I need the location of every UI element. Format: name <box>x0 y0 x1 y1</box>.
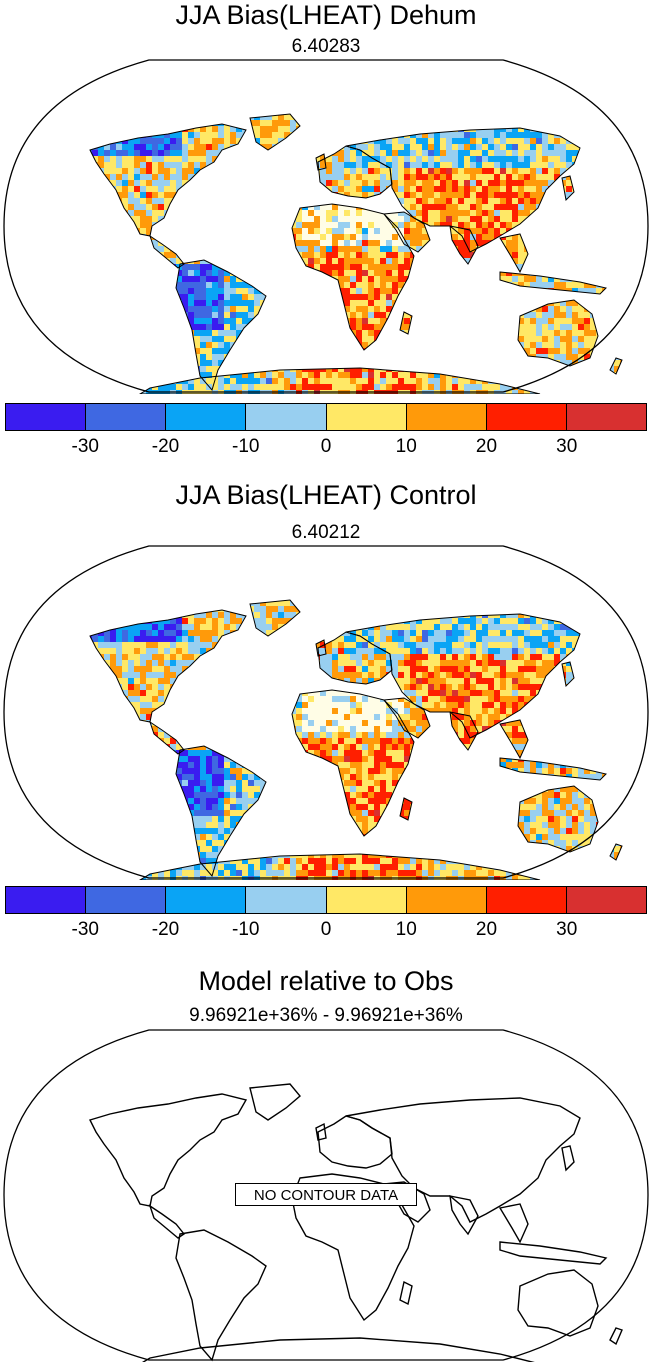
map-frame <box>3 1029 649 1361</box>
colorbar-tick-label: -10 <box>232 919 260 940</box>
coastline-uk <box>315 153 327 171</box>
colorbar-box-1 <box>86 404 167 430</box>
coastline-antarctica <box>139 367 541 394</box>
map-frame <box>3 59 649 393</box>
colorbar-box-4 <box>326 404 407 430</box>
coastline-india <box>449 711 479 751</box>
coastlines <box>89 113 623 394</box>
coastline-northAmerica <box>89 1093 248 1207</box>
coastline-antarctica <box>141 1337 535 1362</box>
coastline-uk <box>315 639 327 657</box>
coastlines <box>89 599 623 880</box>
coastline-greenland <box>249 599 301 637</box>
colorbar-tick-label: -20 <box>151 436 180 457</box>
colorbar-tick-label: 0 <box>320 436 332 457</box>
colorbar-box-2 <box>166 404 247 430</box>
colorbar-tick-label: -30 <box>71 436 99 457</box>
colorbar-tick-label: 20 <box>475 919 498 940</box>
coastline-seAsia <box>499 719 529 760</box>
coastline-centralAmerica <box>149 720 185 755</box>
colorbar-box-1 <box>86 887 167 913</box>
coastline-northAmerica <box>89 123 247 237</box>
coastline-newZealand <box>609 1327 623 1346</box>
coastline-indonesia <box>499 757 607 781</box>
coastline-southAmerica <box>175 259 267 392</box>
coastline-greenland <box>249 113 301 151</box>
panel1-map <box>3 59 649 394</box>
colorbar-tick-label: 10 <box>395 436 417 457</box>
panel2-colorbar <box>5 886 647 914</box>
coastline-asia <box>345 127 581 253</box>
colorbar-box-5 <box>406 887 487 913</box>
colorbar-tick-label: 30 <box>556 436 578 457</box>
coastline-newZealand <box>609 843 623 861</box>
coastline-asia <box>345 1097 581 1223</box>
colorbar-tick-label: -10 <box>232 436 260 457</box>
colorbar-tick-label: 30 <box>556 919 578 940</box>
coastline-madagascar <box>399 797 413 821</box>
coastline-southAmerica <box>175 1229 267 1362</box>
coastline-europe <box>317 1115 393 1169</box>
colorbar-box-3 <box>246 404 327 430</box>
coastline-japan <box>561 175 575 202</box>
coastline-australia <box>517 1269 599 1337</box>
coastline-newZealand <box>609 357 623 375</box>
coastline-greenland <box>249 1083 301 1121</box>
coastline-japan <box>561 1145 575 1172</box>
colorbar-box-6 <box>486 887 567 913</box>
coastline-seAsia <box>499 233 529 274</box>
colorbar-tick-label: 20 <box>475 436 498 457</box>
coastline-asia <box>345 613 581 739</box>
coastline-southAmerica <box>175 745 267 878</box>
coastline-madagascar <box>399 311 413 335</box>
coastline-centralAmerica <box>148 1204 186 1239</box>
coastlines <box>89 1083 623 1362</box>
bias-field <box>90 600 622 880</box>
panel3-title: Model relative to Obs <box>198 966 454 996</box>
coastline-australia <box>517 785 599 853</box>
coastline-northAmerica <box>89 609 247 723</box>
panel3-subtitle: 9.96921e+36% - 9.96921e+36% <box>189 1005 463 1026</box>
colorbar-tick-label: -20 <box>151 919 180 940</box>
colorbar-tick-label: 10 <box>395 919 417 940</box>
panel2-map <box>3 545 649 880</box>
coastline-india <box>449 1195 479 1236</box>
colorbar-tick-label: 0 <box>320 919 332 940</box>
colorbar-box-6 <box>486 404 567 430</box>
colorbar-box-7 <box>566 887 646 913</box>
coastline-japan <box>561 661 575 688</box>
map-frame <box>3 545 649 879</box>
panel2-subtitle: 6.40212 <box>291 522 361 543</box>
colorbar-box-2 <box>166 887 247 913</box>
colorbar-box-5 <box>406 404 487 430</box>
coastline-madagascar <box>399 1280 413 1306</box>
colorbar-box-4 <box>326 887 407 913</box>
coastline-indonesia <box>499 1241 608 1265</box>
panel1-colorbar <box>5 403 647 431</box>
colorbar-box-7 <box>566 404 646 430</box>
colorbar-tick-label: -30 <box>71 919 99 940</box>
coastline-india <box>449 225 479 265</box>
coastline-centralAmerica <box>149 234 185 269</box>
no-contour-data-label: NO CONTOUR DATA <box>235 1183 417 1206</box>
coastline-seAsia <box>498 1203 529 1244</box>
coastline-arabia <box>383 697 431 739</box>
coastline-indonesia <box>499 271 607 295</box>
coastline-antarctica <box>139 853 541 880</box>
coastline-uk <box>315 1122 327 1141</box>
colorbar-box-3 <box>246 887 327 913</box>
colorbar-box-0 <box>6 404 87 430</box>
panel1-title: JJA Bias(LHEAT) Dehum <box>175 0 477 30</box>
panel1-subtitle: 6.40283 <box>291 36 361 57</box>
panel2-title: JJA Bias(LHEAT) Control <box>175 480 477 510</box>
coastline-arabia <box>383 211 431 253</box>
bias-field <box>90 114 622 394</box>
colorbar-box-0 <box>6 887 87 913</box>
coastline-australia <box>517 299 599 367</box>
